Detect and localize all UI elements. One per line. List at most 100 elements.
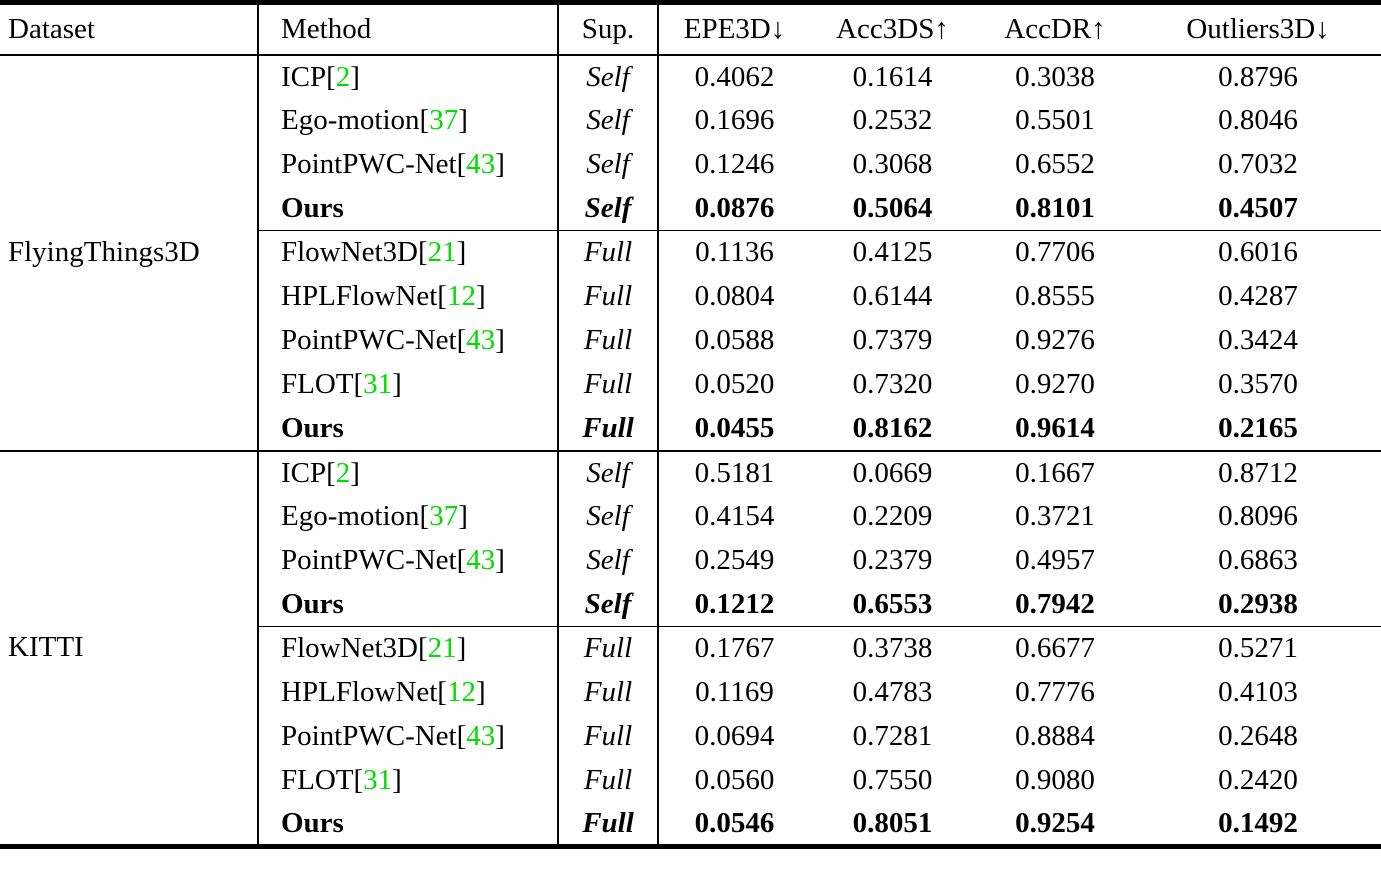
citation-link[interactable]: 43 [466,148,496,180]
epe3d-cell: 0.1169 [695,676,774,708]
method-cell: FLOT[31] [258,758,559,803]
acc3ds-cell: 0.2209 [852,500,933,532]
outliers3d-cell: 0.5271 [1135,626,1381,671]
epe3d-cell: 0.0694 [694,720,775,752]
supervision-cell: Full [558,802,659,847]
accdr-cell: 0.8555 [1015,280,1095,312]
outliers3d-cell: 0.2938 [1218,587,1298,620]
outliers3d-cell: 0.8096 [1218,500,1298,532]
epe3d-cell: 0.1136 [658,230,810,275]
acc3ds-cell: 0.0669 [810,449,975,495]
epe3d-cell: 0.2549 [694,544,775,576]
table-row: FlowNet3D[21] Full 0.1136 0.4125 0.7706 … [0,230,1381,275]
header-row: Dataset Method Sup. EPE3D↓ Acc3DS↑ AccDR… [0,2,1381,56]
citation-link[interactable]: 31 [363,764,393,796]
method-cell: Ego-motion[37] [258,98,559,143]
accdr-cell: 0.7776 [1015,676,1095,708]
method-name: HPLFlowNet[ [281,280,447,312]
outliers3d-cell: 0.3570 [1218,368,1298,400]
method-name: PointPWC-Net[ [281,544,467,576]
table-row: Ego-motion[37] Self 0.4154 0.2209 0.3721… [0,494,1381,539]
acc3ds-cell: 0.1614 [852,60,933,93]
header-outliers3d: Outliers3D↓ [1135,2,1381,56]
method-cell: FLOT[31] [258,362,559,407]
method-name: Ego-motion[ [281,104,430,136]
accdr-cell: 0.3038 [1015,60,1095,93]
citation-link[interactable]: 21 [427,236,457,269]
outliers3d-cell: 0.8712 [1135,449,1381,495]
table-row: KITTI ICP[2] Self 0.5181 0.0669 0.1667 0… [0,449,1381,847]
supervision-cell: Full [558,362,659,407]
header-acc3ds: Acc3DS↑ [810,2,975,56]
citation-link[interactable]: 37 [429,500,459,532]
epe3d-cell: 0.0876 [694,191,775,224]
outliers3d-cell: 0.8046 [1218,104,1298,136]
acc3ds-cell: 0.8162 [852,411,933,444]
method-name: Ours [281,191,344,224]
accdr-cell: 0.8884 [1015,720,1095,752]
acc3ds-cell: 0.5064 [852,191,933,224]
method-name: FlowNet3D[ [281,632,428,665]
method-name: ICP[ [281,60,336,93]
table-row: Ego-motion[37] Self 0.1696 0.2532 0.5501… [0,98,1381,143]
method-cell: PointPWC-Net[43] [258,142,559,187]
acc3ds-cell: 0.3738 [810,626,975,671]
method-cell: Ego-motion[37] [258,494,559,539]
table-row: PointPWC-Net[43] Full 0.0588 0.7379 0.92… [0,318,1381,363]
acc3ds-cell: 0.8051 [852,806,933,839]
supervision-cell: Full [558,230,659,275]
header-accdr: AccDR↑ [975,2,1135,56]
acc3ds-cell: 0.6553 [852,587,933,620]
outliers3d-cell: 0.1492 [1218,806,1298,839]
bracket-close: ] [495,148,505,180]
citation-link[interactable]: 21 [427,632,457,665]
results-table: Dataset Method Sup. EPE3D↓ Acc3DS↑ AccDR… [0,0,1381,849]
supervision-cell: Self [558,494,659,539]
accdr-cell: 0.3721 [1015,500,1095,532]
accdr-cell: 0.9614 [1015,411,1095,444]
table-row: PointPWC-Net[43] Self 0.2549 0.2379 0.49… [0,538,1381,583]
epe3d-cell: 0.1696 [694,104,775,136]
citation-link[interactable]: 43 [466,544,496,576]
citation-link[interactable]: 2 [335,60,351,93]
method-name: Ours [281,411,344,444]
method-name: Ego-motion[ [281,500,430,532]
acc3ds-cell: 0.3068 [852,148,933,180]
supervision-cell: Full [558,406,659,451]
bracket-close: ] [458,104,468,136]
table-row-ours: Ours Full 0.0455 0.8162 0.9614 0.2165 [0,406,1381,451]
supervision-cell: Full [558,758,659,803]
citation-link[interactable]: 43 [466,324,496,356]
citation-link[interactable]: 37 [429,104,459,136]
epe3d-cell: 0.0588 [694,324,775,356]
citation-link[interactable]: 43 [466,720,496,752]
outliers3d-cell: 0.6016 [1135,230,1381,275]
header-dataset: Dataset [0,2,259,56]
bracket-close: ] [456,236,467,269]
table-row: FLOT[31] Full 0.0560 0.7550 0.9080 0.242… [0,758,1381,803]
method-cell: FlowNet3D[21] [258,230,559,275]
method-name: FLOT[ [281,368,364,400]
epe3d-cell: 0.0804 [694,280,775,312]
bracket-close: ] [456,632,467,665]
citation-link[interactable]: 12 [446,280,476,312]
accdr-cell: 0.6552 [1015,148,1095,180]
method-name: PointPWC-Net[ [281,720,467,752]
supervision-cell: Self [558,54,659,99]
citation-link[interactable]: 12 [446,676,476,708]
method-name: PointPWC-Net[ [281,148,467,180]
supervision-cell: Full [558,318,659,363]
citation-link[interactable]: 31 [363,368,393,400]
acc3ds-cell: 0.4125 [810,230,975,275]
table-row: HPLFlowNet[12] Full 0.0804 0.6144 0.8555… [0,274,1381,319]
method-name: FlowNet3D[ [281,236,428,269]
table-row-ours: Ours Full 0.0546 0.8051 0.9254 0.1492 [0,802,1381,847]
acc3ds-cell: 0.2379 [852,544,933,576]
method-cell: Ours [258,406,559,451]
acc3ds-cell: 0.6144 [852,280,933,312]
dataset-cell: KITTI [0,449,259,847]
method-cell: PointPWC-Net[43] [258,714,559,759]
epe3d-cell: 0.0520 [694,368,775,400]
outliers3d-cell: 0.4287 [1218,280,1298,312]
citation-link[interactable]: 2 [335,456,351,489]
